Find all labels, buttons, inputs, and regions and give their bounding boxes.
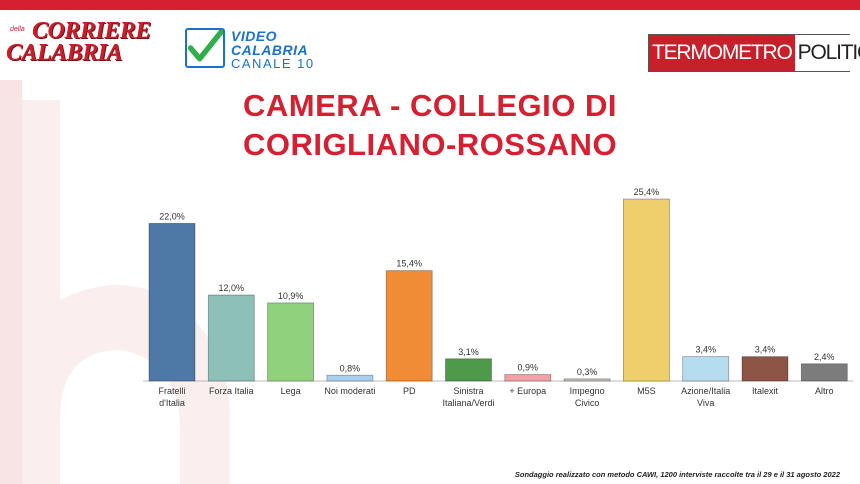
corriere-logo-line2: CALABRIA: [6, 40, 123, 66]
videocalabria-line3: CANALE 10: [231, 56, 315, 71]
data-label: 2,4%: [814, 352, 835, 362]
data-label: 12,0%: [219, 283, 245, 293]
bar: [326, 374, 374, 382]
data-label: 0,9%: [518, 363, 539, 373]
category-label: Azione/Italia: [681, 386, 730, 396]
data-label: 0,8%: [340, 363, 361, 373]
category-label: Noi moderati: [324, 386, 375, 396]
data-label: 25,4%: [634, 187, 660, 197]
corriere-calabria-logo: CORRIERE della CALABRIA: [6, 18, 172, 68]
bar: [445, 358, 492, 382]
category-label: Italiana/Verdi: [442, 398, 494, 408]
bar: [207, 294, 255, 382]
category-label: Impegno: [570, 386, 605, 396]
category-label: Italexit: [752, 386, 779, 396]
category-label: PD: [403, 386, 416, 396]
category-label: d'Italia: [159, 398, 185, 408]
bar: [682, 356, 730, 382]
data-label: 3,1%: [458, 347, 479, 357]
data-label: 15,4%: [396, 259, 422, 269]
category-label: Civico: [575, 398, 600, 408]
bar: [800, 363, 848, 382]
category-label: Sinistra: [453, 386, 483, 396]
videocalabria-line2: CALABRIA: [231, 42, 309, 58]
bar: [741, 356, 789, 382]
chart-title-line2: CORIGLIANO-ROSSANO: [242, 127, 618, 162]
data-label: 3,4%: [755, 345, 776, 355]
tp-logo-left: TERMOMETRO: [649, 35, 795, 71]
data-label: 22,0%: [159, 211, 185, 221]
corriere-logo-line1: CORRIERE: [32, 18, 151, 44]
corriere-logo-della: della: [10, 26, 25, 33]
bar: [267, 302, 315, 382]
videocalabria-line1: VIDEO: [231, 28, 278, 44]
category-label: M5S: [637, 386, 656, 396]
checkmark-icon: [185, 28, 225, 68]
videocalabria-logo: VIDEO CALABRIA CANALE 10: [185, 28, 335, 72]
bar: [623, 198, 670, 382]
bar: [563, 378, 611, 382]
bar: [385, 270, 433, 382]
category-label: Viva: [697, 398, 714, 408]
tp-logo-right: POLITICO: [794, 35, 860, 71]
category-label: Forza Italia: [209, 386, 254, 396]
background-decoration: [0, 80, 230, 484]
category-label: Fratelli: [158, 386, 185, 396]
top-stripe: [0, 0, 860, 10]
category-label: Lega: [281, 386, 301, 396]
footnote: Sondaggio realizzato con metodo CAWI, 12…: [514, 470, 840, 479]
data-label: 10,9%: [278, 291, 304, 301]
category-label: Altro: [815, 386, 834, 396]
category-label: + Europa: [509, 386, 546, 396]
data-label: 0,3%: [577, 367, 598, 377]
data-label: 3,4%: [695, 345, 716, 355]
termometro-politico-logo: TERMOMETRO POLITICO: [648, 34, 860, 72]
chart-title-line1: CAMERA - COLLEGIO DI: [243, 88, 617, 123]
bar: [504, 374, 552, 382]
bar: [148, 222, 196, 382]
